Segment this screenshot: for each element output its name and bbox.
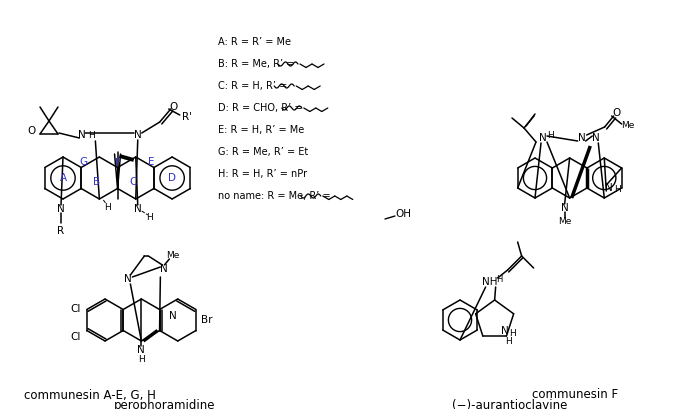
Text: F: F [114,158,121,168]
Text: no name: R = Me, R’ =: no name: R = Me, R’ = [218,191,331,201]
Text: OH: OH [395,209,411,219]
Text: C: C [129,177,136,187]
Text: O: O [28,126,36,136]
Text: H: H [614,186,621,195]
Text: Me: Me [621,121,634,130]
Text: O: O [612,108,621,118]
Text: H: H [506,337,512,346]
Text: D: R = CHO, R’ =: D: R = CHO, R’ = [218,103,303,113]
Text: Cl: Cl [71,304,82,315]
Text: H: H [104,202,111,211]
Text: H: H [509,330,516,339]
Text: N: N [138,345,145,355]
Text: N: N [606,183,613,193]
Text: G: R = Me, R’ = Et: G: R = Me, R’ = Et [218,147,308,157]
Text: (−)-aurantioclavine: (−)-aurantioclavine [452,398,568,409]
Text: E: R = H, R’ = Me: E: R = H, R’ = Me [218,125,304,135]
Text: N: N [57,204,65,214]
Text: N: N [79,130,86,140]
Text: Cl: Cl [71,332,82,342]
Text: N: N [169,311,177,321]
Text: O: O [170,102,178,112]
Text: B: R = Me, R’ =: B: R = Me, R’ = [218,59,295,69]
Text: B: B [92,177,100,187]
Text: communesin A-E, G, H: communesin A-E, G, H [24,389,156,402]
Text: N: N [539,133,547,143]
Text: perophoramidine: perophoramidine [114,398,216,409]
Text: G: G [79,157,88,167]
Text: N: N [125,274,132,284]
Text: communesin F: communesin F [532,389,618,402]
Text: Me: Me [558,218,571,227]
Text: H: H [497,276,503,285]
Text: Br: Br [201,315,212,325]
Text: N: N [561,203,569,213]
Text: N: N [134,130,142,140]
Text: N: N [134,204,142,214]
Text: N: N [593,133,600,143]
Text: C: R = H, R’ =: C: R = H, R’ = [218,81,287,91]
Text: A: A [60,173,66,183]
Text: H: H [88,130,95,139]
Text: N: N [160,264,169,274]
Text: H: H [547,132,554,141]
Text: E: E [149,157,155,167]
Text: A: R = R’ = Me: A: R = R’ = Me [218,37,291,47]
Text: R: R [58,226,64,236]
Text: H: H [147,213,153,222]
Text: H: H [138,355,145,364]
Text: R': R' [182,112,192,122]
Text: N: N [577,133,586,143]
Text: NH: NH [482,277,497,287]
Text: N: N [501,326,508,336]
Text: Me: Me [166,250,179,259]
Text: H: R = H, R’ = nPr: H: R = H, R’ = nPr [218,169,307,179]
Text: D: D [168,173,176,183]
